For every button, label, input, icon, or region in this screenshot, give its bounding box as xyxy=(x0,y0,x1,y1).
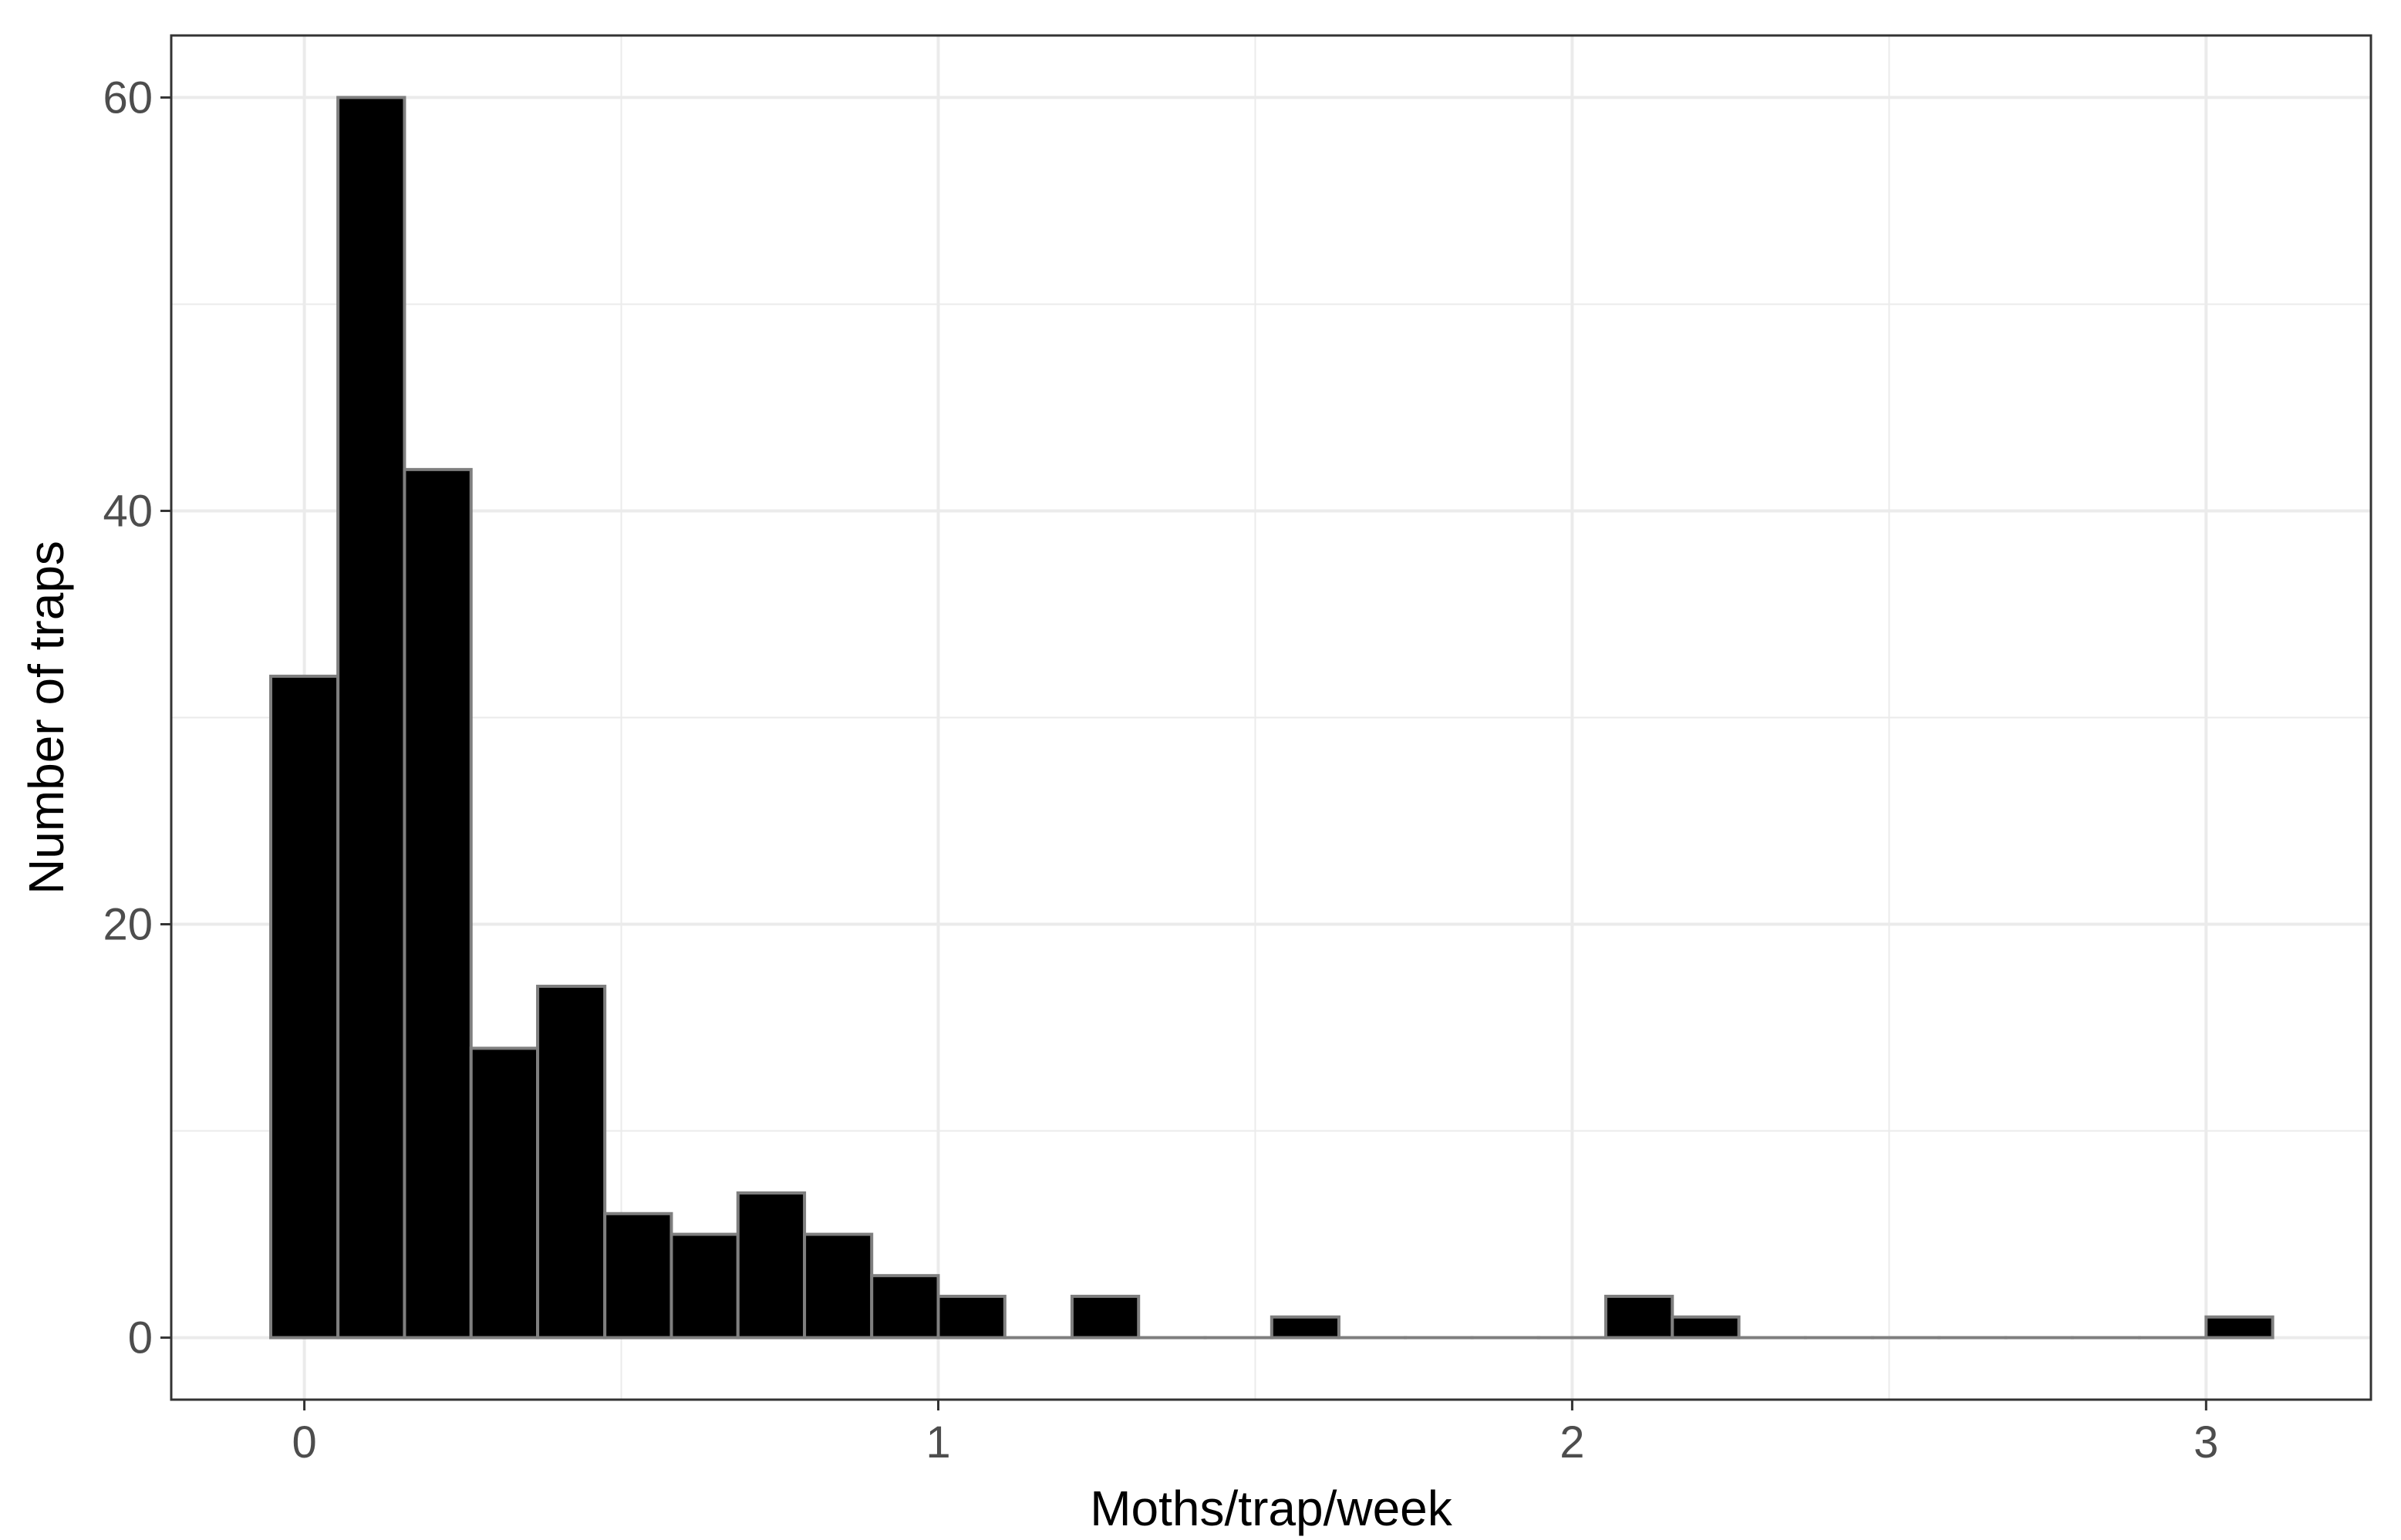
histogram-bar xyxy=(403,467,473,1339)
histogram-bar xyxy=(1671,1315,1741,1339)
histogram-bar xyxy=(269,674,340,1339)
y-tick-label: 40 xyxy=(103,486,153,536)
histogram-bar xyxy=(603,1211,673,1339)
y-tick-label: 20 xyxy=(103,900,153,950)
x-axis-title: Moths/trap/week xyxy=(1090,1481,1453,1536)
x-tick-label: 1 xyxy=(926,1417,950,1468)
histogram-bar xyxy=(870,1274,940,1339)
histogram-bar xyxy=(669,1232,740,1339)
histogram-bar xyxy=(536,984,607,1339)
x-tick-label: 0 xyxy=(292,1417,316,1468)
histogram-bar xyxy=(1603,1294,1674,1339)
histogram-bar xyxy=(936,1294,1007,1339)
histogram-bar xyxy=(336,96,406,1339)
y-tick-label: 0 xyxy=(128,1313,153,1363)
histogram-bar xyxy=(1070,1294,1141,1339)
x-tick-label: 3 xyxy=(2194,1417,2218,1468)
histogram-bar xyxy=(1270,1315,1340,1339)
histogram-bar xyxy=(803,1232,874,1339)
histogram-bar xyxy=(469,1046,540,1339)
x-tick-label: 2 xyxy=(1560,1417,1584,1468)
y-axis-title: Number of traps xyxy=(19,541,74,895)
y-tick-label: 60 xyxy=(103,72,153,123)
histogram-bars xyxy=(269,96,2275,1339)
panel-border xyxy=(170,34,2372,1401)
axis-ticks: 0 1 2 3 0 20 40 60 xyxy=(103,72,2218,1468)
histogram-bar xyxy=(736,1191,807,1339)
histogram-bar xyxy=(2204,1315,2275,1339)
